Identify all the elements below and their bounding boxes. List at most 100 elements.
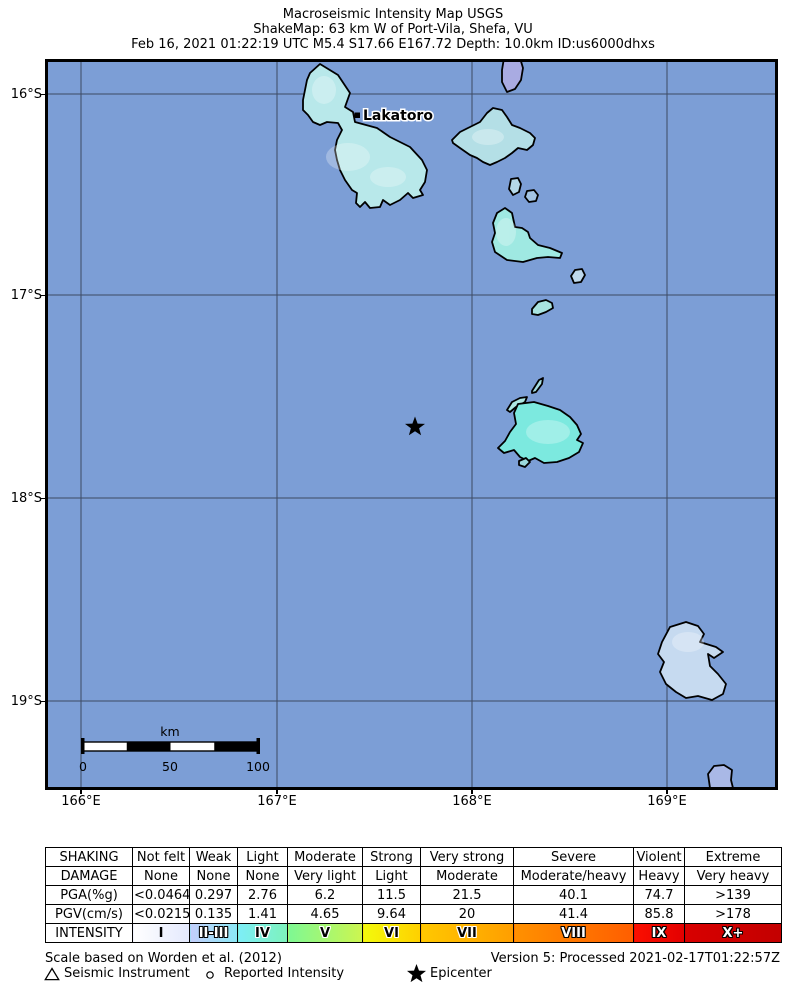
table-cell: Moderate [287,847,363,867]
map-svg: km 0 50 100 Lakatoro [48,62,775,787]
page-subtitle: ShakeMap: 63 km W of Port-Vila, Shefa, V… [253,22,533,37]
table-row-pga: PGA(%g) <0.0464 0.297 2.76 6.2 11.5 21.5… [45,885,782,905]
intensity-cell: X+ [684,923,782,943]
island-paama [508,177,522,196]
intensity-cell: VII [420,923,514,943]
intensity-cell: II-III [189,923,238,943]
table-cell: Very strong [420,847,514,867]
row-label: SHAKING [45,847,133,867]
table-cell: 2.76 [237,885,288,905]
scale-bar-tick-0: 0 [79,759,87,774]
scale-bar-cap [256,738,260,754]
y-axis-label: 17°S [10,287,42,303]
island-erromango [657,621,727,701]
legend-epicenter: Epicenter [430,966,492,981]
row-label: PGA(%g) [45,885,133,905]
table-cell: 4.65 [287,904,363,924]
table-cell: Heavy [633,866,685,886]
islands [302,62,734,787]
scale-bar-cap [81,738,85,754]
scale-bar-tick-100: 100 [246,759,270,774]
scale-bar-segment [214,742,258,751]
island-epi [491,207,563,263]
island-tongoa [531,299,554,316]
circle-icon [206,971,214,979]
table-cell: 40.1 [513,885,634,905]
map-title-block: Macroseismic Intensity Map USGS ShakeMap… [0,7,786,52]
table-cell: Moderate [420,866,514,886]
table-cell: 9.64 [362,904,421,924]
island-malakula [302,63,428,209]
city-marker [354,112,360,118]
scale-bar: km 0 50 100 [79,724,270,774]
axis-tick [40,497,45,499]
table-cell: 1.41 [237,904,288,924]
table-cell: Light [237,847,288,867]
table-cell: None [237,866,288,886]
intensity-cell: V [287,923,363,943]
table-cell: Weak [189,847,238,867]
table-cell: <0.0215 [132,904,190,924]
intensity-cell: VI [362,923,421,943]
city-label: Lakatoro [363,108,433,124]
star-icon [407,964,426,983]
table-cell: 11.5 [362,885,421,905]
row-label: INTENSITY [45,923,133,943]
grid [48,62,775,787]
x-axis-label: 169°E [647,794,687,809]
table-cell: 6.2 [287,885,363,905]
table-row-pgv: PGV(cm/s) <0.0215 0.135 1.41 4.65 9.64 2… [45,904,782,924]
intensity-cell: I [132,923,190,943]
y-axis-label: 16°S [10,86,42,102]
table-cell: >178 [684,904,782,924]
legend-seismic-instrument: Seismic Instrument [64,966,190,981]
table-cell: Violent [633,847,685,867]
table-cell: Very heavy [684,866,782,886]
intensity-cell: VIII [513,923,634,943]
table-cell: 74.7 [633,885,685,905]
intensity-cell: IV [237,923,288,943]
table-cell: 41.4 [513,904,634,924]
intensity-cell: IX [633,923,685,943]
island-ambrym [451,107,536,166]
legend-reported-intensity: Reported Intensity [224,966,345,981]
scale-bar-tick-50: 50 [162,759,178,774]
scale-note: Scale based on Worden et al. (2012) [45,951,282,966]
event-info-line: Feb 16, 2021 01:22:19 UTC M5.4 S17.66 E1… [131,37,655,52]
table-cell: Light [362,866,421,886]
island-texture [312,76,704,652]
axis-tick [471,789,473,794]
map-canvas: km 0 50 100 Lakatoro [45,59,778,790]
island-tanna [707,764,734,787]
y-axis-label: 19°S [10,693,42,709]
x-axis-label: 167°E [257,794,297,809]
axis-tick [80,789,82,794]
version-note: Version 5: Processed 2021-02-17T01:22:57… [490,951,780,966]
table-cell: 21.5 [420,885,514,905]
island-efate [497,401,584,464]
axis-tick [666,789,668,794]
table-cell: Severe [513,847,634,867]
table-row-shaking: SHAKING Not felt Weak Light Moderate Str… [45,847,782,867]
table-cell: Strong [362,847,421,867]
island-tefala [570,268,586,284]
x-axis-label: 168°E [452,794,492,809]
table-row-damage: DAMAGE None None None Very light Light M… [45,866,782,886]
epicenter-star-icon [405,416,425,436]
table-cell: 85.8 [633,904,685,924]
table-cell: >139 [684,885,782,905]
table-cell: 20 [420,904,514,924]
row-label: PGV(cm/s) [45,904,133,924]
triangle-icon [44,967,60,981]
row-label: DAMAGE [45,866,133,886]
table-row-intensity: INTENSITY I II-III IV V VI VII VIII IX X… [45,923,782,943]
table-cell: 0.135 [189,904,238,924]
table-cell: <0.0464 [132,885,190,905]
table-cell: Not felt [132,847,190,867]
table-cell: Moderate/heavy [513,866,634,886]
axis-tick [40,294,45,296]
table-cell: None [132,866,190,886]
scale-bar-segment [126,742,171,751]
x-axis-label: 166°E [61,794,101,809]
